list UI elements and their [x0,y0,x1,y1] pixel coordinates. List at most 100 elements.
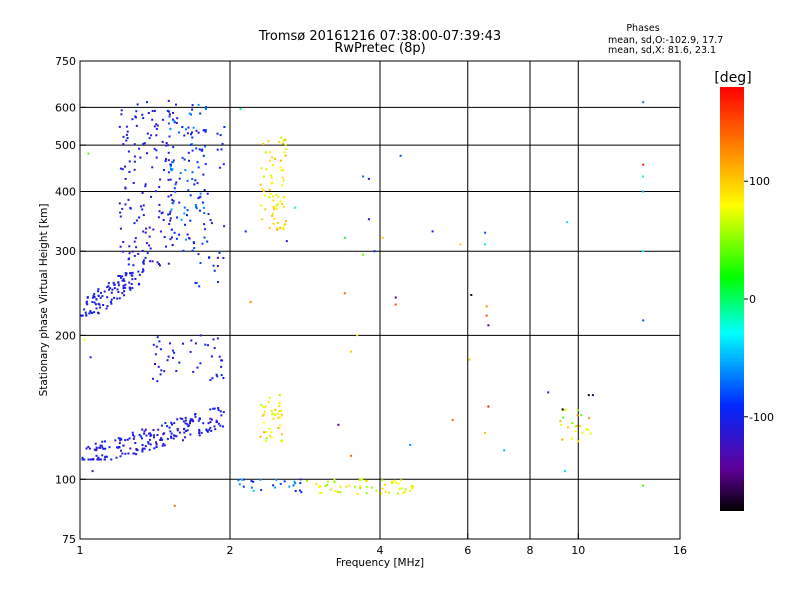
data-point [144,185,147,188]
data-point [94,303,97,306]
data-point [274,408,277,411]
data-point [261,218,264,221]
data-point [100,444,103,447]
data-point [157,365,160,368]
data-point [299,482,302,485]
data-point [173,121,176,124]
data-point [144,445,147,448]
data-point [119,276,122,279]
data-point [484,432,487,434]
data-point [188,112,191,115]
data-point [250,480,253,482]
data-point [284,223,286,226]
data-point [404,488,407,491]
chart-subtitle: RwPretec (8p) [334,41,425,56]
data-point [101,440,104,443]
data-point [209,417,212,420]
data-point [172,111,174,114]
y-tick-label: 300 [55,245,76,258]
data-point [278,405,281,408]
data-point [93,448,96,451]
data-point [280,433,283,436]
data-point [264,405,267,408]
data-point [561,408,564,411]
data-point [172,202,175,205]
data-point [182,420,185,423]
data-point [119,439,122,442]
data-point [171,198,174,201]
data-point [119,215,122,218]
data-point [91,470,94,473]
data-point [155,127,158,130]
data-point [259,183,262,186]
data-point [209,379,212,381]
data-point [587,428,590,431]
data-point [161,438,164,441]
data-point [144,428,147,431]
data-point [172,118,174,121]
data-point [124,203,127,206]
data-point [169,210,172,213]
data-point [213,425,216,428]
data-point [208,256,211,259]
x-tick-label: 16 [673,544,687,557]
axis-ticks: 1 2 4 6 8 10 16 75 100 200 300 400 500 600 750 [55,55,687,557]
data-point [131,287,134,289]
data-point [166,437,169,440]
data-point [168,426,171,429]
data-point [343,292,346,295]
data-point [273,208,276,211]
data-point [113,287,116,290]
data-point [397,492,399,495]
data-point [217,281,219,283]
data-point [271,164,274,166]
data-point [118,442,121,445]
data-point [395,481,397,484]
data-point [221,142,224,145]
data-point [128,437,131,440]
data-point [585,428,588,431]
data-point [191,136,194,139]
data-point [146,252,149,255]
data-point [110,302,113,305]
data-point [223,225,226,228]
data-point [324,484,327,487]
data-point [271,181,274,184]
data-point [105,307,108,310]
data-point [183,431,186,434]
data-point [283,151,286,154]
data-point [85,300,88,303]
data-point [154,190,157,193]
data-point [203,236,206,239]
data-point [119,211,122,214]
data-point [168,113,171,116]
data-point [137,270,140,273]
data-point [175,237,178,240]
data-point [264,151,267,154]
data-point [397,482,400,485]
data-point [160,369,163,372]
data-point [158,186,161,188]
x-axis-label: Frequency [MHz] [336,557,424,569]
data-point [121,168,124,171]
data-point [199,209,201,212]
data-point [192,241,195,243]
data-point [206,430,209,433]
data-point [167,144,169,147]
data-point [166,425,169,428]
data-point [116,297,119,300]
data-point [101,295,104,298]
data-point [259,204,262,207]
data-point [263,411,266,413]
data-point [121,452,124,455]
data-point [197,197,200,200]
data-point [172,146,175,149]
data-point [143,432,146,435]
data-point [127,263,130,266]
data-point [106,286,109,289]
data-point [365,492,368,495]
data-point [169,342,171,345]
data-point [151,166,154,169]
y-tick-label: 500 [55,139,76,152]
data-point [144,183,147,186]
